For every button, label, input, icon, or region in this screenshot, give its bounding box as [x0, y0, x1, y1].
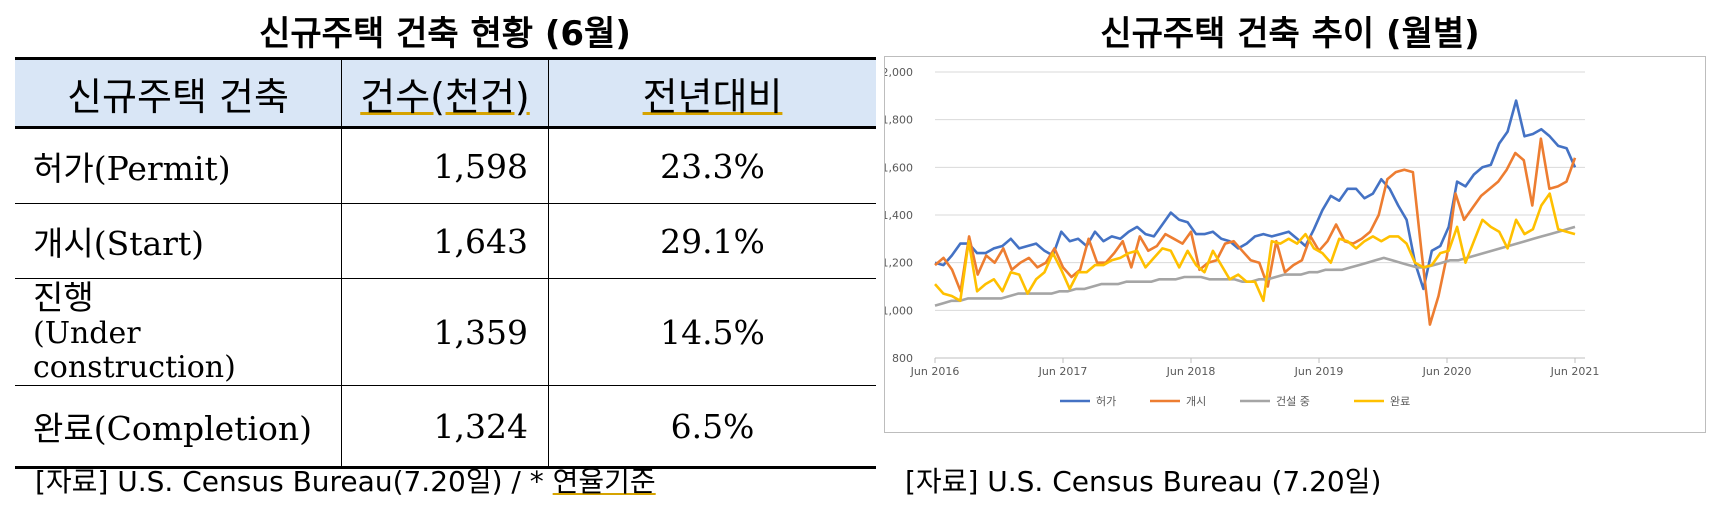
y-tick-label: 1,400 [885, 209, 913, 222]
legend-label: 개시 [1186, 395, 1206, 408]
chart-source: [자료] U.S. Census Bureau (7.20일) [905, 465, 1382, 498]
table-source-note: 연율기준 [552, 465, 656, 498]
row-count: 1,324 [341, 385, 549, 469]
y-tick-label: 2,000 [885, 66, 913, 79]
x-tick-label: Jun 2016 [910, 365, 960, 378]
chart-title: 신규주택 건축 추이 (월별) [1100, 14, 1480, 54]
header-count-label: 건수(천건) [360, 74, 530, 119]
y-tick-label: 1,000 [885, 304, 913, 317]
table-row: 진행 (Under construction) 1,359 14.5% [15, 278, 876, 386]
series-line [934, 137, 1577, 326]
row-count: 1,359 [341, 278, 549, 386]
x-tick-label: Jun 2018 [1166, 365, 1216, 378]
row-yoy: 14.5% [548, 278, 876, 386]
series-line [934, 192, 1576, 303]
row-label: 진행 [33, 278, 94, 317]
table-row: 허가(Permit) 1,598 23.3% [15, 127, 876, 204]
y-tick-label: 800 [892, 352, 913, 365]
x-tick-label: Jun 2019 [1294, 365, 1344, 378]
row-yoy: 29.1% [548, 203, 876, 279]
table-source: [자료] U.S. Census Bureau(7.20일) / * 연율기준 [35, 460, 656, 500]
y-tick-label: 1,600 [885, 161, 913, 174]
housing-table: 신규주택 건축 건수(천건) 전년대비 허가(Permit) 1,598 23.… [15, 57, 876, 469]
chart-frame: 800 1,000 1,200 1,400 1,600 1,800 2,000 Jun 201… [882, 56, 1706, 433]
row-label: 허가(Permit) [15, 127, 342, 204]
row-count: 1,598 [341, 127, 549, 204]
y-tick-label: 1,800 [885, 114, 913, 127]
row-yoy: 23.3% [548, 127, 876, 204]
x-tick-label: Jun 2017 [1038, 365, 1088, 378]
table-row: 개시(Start) 1,643 29.1% [15, 203, 876, 279]
row-label-cell: 진행 (Under construction) [15, 278, 342, 386]
row-label: 개시(Start) [15, 203, 342, 279]
header-category: 신규주택 건축 [15, 57, 342, 129]
legend-label: 건설 중 [1276, 395, 1310, 408]
row-count: 1,643 [341, 203, 549, 279]
header-yoy: 전년대비 [548, 57, 876, 129]
row-yoy: 6.5% [548, 385, 876, 469]
x-tick-label: Jun 2021 [1550, 365, 1600, 378]
table-header-row: 신규주택 건축 건수(천건) 전년대비 [15, 57, 876, 129]
table-row: 완료(Completion) 1,324 6.5% [15, 385, 876, 469]
table-source-text: [자료] U.S. Census Bureau(7.20일) / * [35, 465, 553, 498]
y-tick-label: 1,200 [885, 257, 913, 270]
table-title: 신규주택 건축 현황 (6월) [259, 14, 631, 54]
legend-label: 허가 [1096, 395, 1116, 408]
line-chart: 800 1,000 1,200 1,400 1,600 1,800 2,000 Jun 201… [882, 66, 1600, 408]
row-sublabel: (Under construction) [33, 316, 236, 385]
header-count: 건수(천건) [341, 57, 549, 129]
series-line [934, 99, 1577, 291]
x-tick-label: Jun 2020 [1422, 365, 1472, 378]
row-label: 완료(Completion) [15, 385, 342, 469]
series-line [934, 225, 1576, 307]
legend-label: 완료 [1390, 395, 1410, 408]
header-yoy-label: 전년대비 [642, 74, 783, 119]
